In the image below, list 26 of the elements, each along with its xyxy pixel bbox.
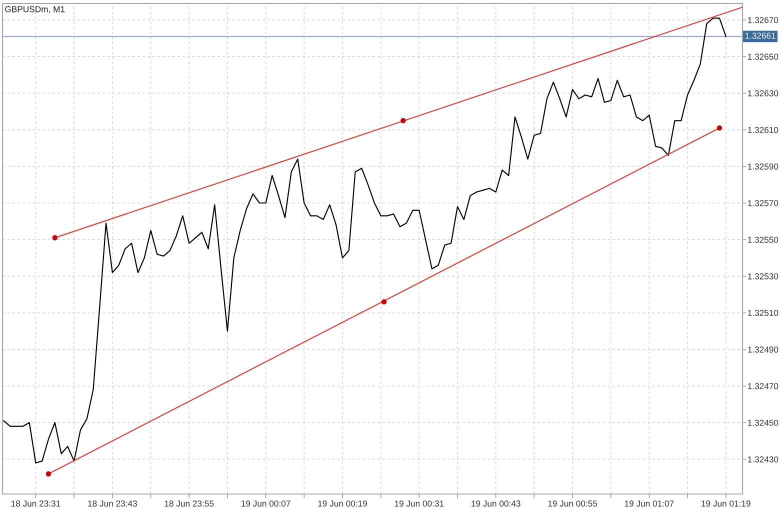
x-tick-label: 18 Jun 23:55: [164, 500, 214, 507]
x-tick-label: 19 Jun 00:31: [394, 500, 444, 507]
x-tick-label: 19 Jun 00:55: [548, 500, 598, 507]
y-tick-label: 1.32570: [748, 200, 778, 206]
y-tick-label: 1.32670: [748, 17, 778, 24]
y-tick-label: 1.32490: [748, 346, 778, 353]
y-tick-label: 1.32470: [748, 383, 778, 390]
ref-line-label: 1.32661: [745, 32, 776, 39]
x-tick-label: 19 Jun 00:43: [472, 500, 520, 507]
x-tick-label: 19 Jun 01:07: [624, 500, 674, 507]
y-tick-label: 1.32590: [748, 163, 778, 170]
y-tick-label: 1.32650: [748, 54, 778, 60]
x-tick-label: 18 Jun 23:43: [88, 500, 137, 507]
y-tick-label: 1.32610: [748, 126, 778, 133]
y-tick-label: 1.32510: [748, 310, 778, 316]
x-tick-label: 19 Jun 00:19: [318, 500, 367, 507]
y-tick-label: 1.32430: [748, 456, 778, 462]
chart-title: GBPUSDm, M1: [5, 6, 65, 14]
y-tick-label: 1.32450: [748, 420, 778, 426]
x-tick-label: 18 Jun 23:31: [11, 500, 60, 507]
x-tick-label: 19 Jun 01:19: [702, 500, 750, 507]
y-tick-label: 1.32550: [748, 236, 778, 243]
line-series: [3, 18, 726, 464]
y-tick-label: 1.32630: [748, 90, 778, 96]
x-tick-label: 19 Jun 00:07: [242, 500, 290, 507]
y-tick-label: 1.32530: [748, 273, 778, 280]
